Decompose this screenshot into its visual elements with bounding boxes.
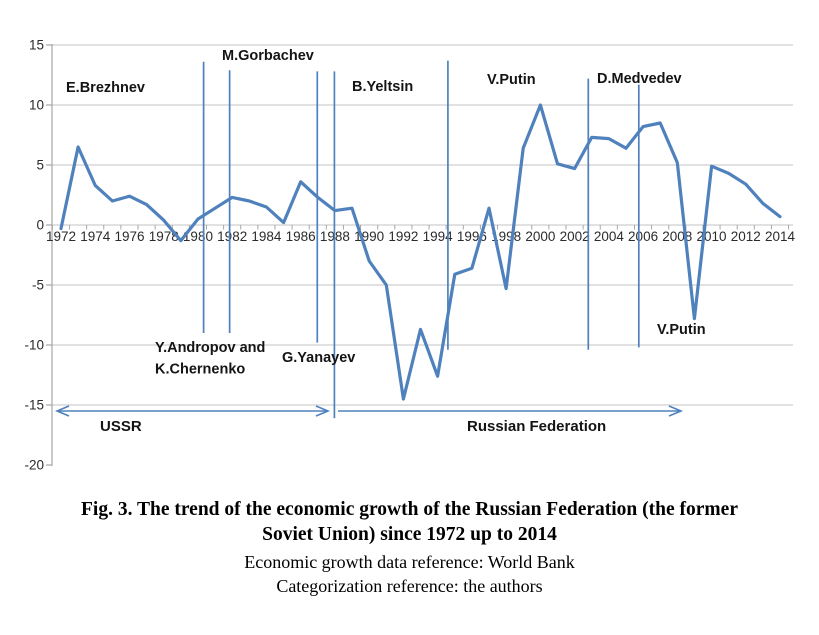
leader-annotation: V.Putin [487,72,536,88]
y-tick-label: -10 [24,338,44,353]
leader-annotation: V.Putin [657,322,706,338]
x-tick-label: 1978 [149,229,179,244]
figure-caption: Fig. 3. The trend of the economic growth… [0,497,819,598]
y-tick-label: 5 [36,158,44,173]
x-tick-label: 1980 [183,229,213,244]
categorization-reference-line: Categorization reference: the authors [276,576,543,596]
era-arrow-right-head [668,405,684,417]
caption-line-2: Soviet Union) since 1972 up to 2014 [262,524,557,545]
x-tick-label: 2002 [560,229,590,244]
y-tick-label: 15 [29,38,44,53]
y-tick-label: 0 [36,218,44,233]
y-tick-label: -5 [32,278,44,293]
era-arrow-left-head [54,405,70,417]
caption-line-1: Fig. 3. The trend of the economic growth… [81,499,738,520]
x-tick-label: 1982 [217,229,247,244]
x-tick-label: 1984 [251,229,282,244]
y-tick-label: -15 [24,398,44,413]
leader-annotation: E.Brezhnev [66,80,145,96]
x-tick-label: 1974 [80,229,111,244]
x-tick-label: 1994 [423,229,454,244]
x-tick-label: 2014 [765,229,796,244]
x-tick-label: 1972 [46,229,76,244]
leader-annotation: Y.Andropov and K.Chernenko [155,340,265,378]
x-tick-label: 2004 [594,229,625,244]
leader-annotation: B.Yeltsin [352,79,413,95]
era-arrow-right-head [315,405,331,417]
era-label: USSR [100,418,142,435]
leader-annotation: M.Gorbachev [222,48,314,64]
x-tick-label: 1986 [286,229,316,244]
data-reference-line: Economic growth data reference: World Ba… [244,552,575,572]
x-tick-label: 2008 [662,229,692,244]
x-tick-label: 2012 [731,229,761,244]
y-tick-label: 10 [29,98,44,113]
x-tick-label: 1976 [114,229,144,244]
x-tick-label: 2006 [628,229,658,244]
x-tick-label: 2000 [525,229,555,244]
leader-annotation: D.Medvedev [597,71,682,87]
era-label: Russian Federation [467,418,606,435]
economic-growth-chart: 15 10 5 0 -5 -10 -15 -20 1972 1974 1976 1978 1980 198… [24,38,796,473]
x-tick-label: 2010 [697,229,727,244]
y-tick-label: -20 [24,458,44,473]
leader-annotation: G.Yanayev [282,350,355,366]
x-tick-label: 1992 [388,229,418,244]
growth-line [59,103,782,401]
line-chart-canvas: 15 10 5 0 -5 -10 -15 -20 1972 1974 1976 1978 1980 198… [24,38,796,473]
